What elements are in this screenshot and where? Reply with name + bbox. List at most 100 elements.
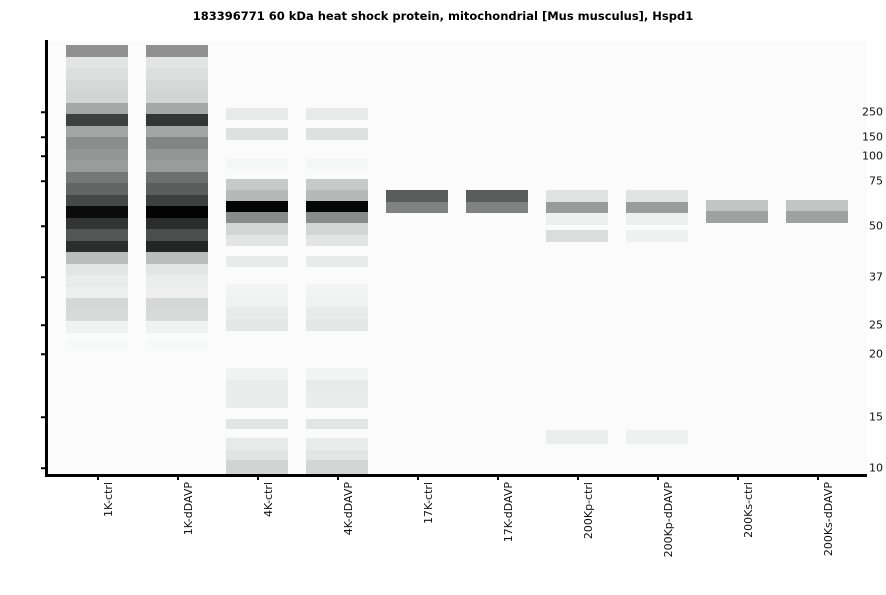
x-axis-line	[45, 474, 867, 477]
y-axis-tick-mark	[41, 324, 46, 326]
gel-band	[306, 307, 368, 319]
gel-band	[146, 298, 208, 310]
gel-band	[66, 45, 128, 57]
gel-band	[146, 229, 208, 241]
gel-band	[306, 419, 368, 429]
gel-band	[66, 57, 128, 68]
gel-band	[466, 190, 528, 202]
y-axis-tick-label: 150	[862, 130, 883, 144]
gel-band	[626, 230, 688, 242]
gel-band	[146, 287, 208, 298]
gel-lane	[706, 41, 768, 475]
gel-band	[226, 212, 288, 223]
gel-band	[66, 195, 128, 206]
gel-band	[306, 158, 368, 169]
gel-lane	[226, 41, 288, 475]
y-axis-tick-label: 75	[869, 174, 883, 188]
gel-band	[626, 202, 688, 213]
gel-band	[66, 275, 128, 287]
gel-band	[146, 103, 208, 114]
gel-band	[306, 256, 368, 267]
gel-band	[546, 430, 608, 444]
gel-band	[306, 460, 368, 474]
x-axis-tick-mark	[657, 475, 659, 480]
gel-band	[66, 298, 128, 310]
gel-band	[66, 160, 128, 172]
y-axis-tick-label: 15	[869, 410, 883, 424]
y-axis-tick-mark	[41, 276, 46, 278]
gel-band	[66, 68, 128, 80]
gel-band	[146, 45, 208, 57]
gel-band	[386, 190, 448, 202]
gel-band	[146, 252, 208, 264]
gel-band	[66, 252, 128, 264]
gel-band	[226, 296, 288, 307]
gel-band	[66, 340, 128, 350]
gel-band	[306, 380, 368, 392]
gel-lane	[306, 41, 368, 475]
gel-band	[226, 319, 288, 331]
gel-band	[306, 296, 368, 307]
gel-band	[146, 57, 208, 68]
gel-lane	[466, 41, 528, 475]
gel-band	[226, 223, 288, 235]
x-axis-tick-mark	[817, 475, 819, 480]
gel-band	[66, 206, 128, 218]
x-axis-tick-mark	[257, 475, 259, 480]
y-axis-tick-mark	[41, 225, 46, 227]
gel-lane	[66, 41, 128, 475]
gel-band	[546, 213, 608, 225]
y-axis-tick-mark	[41, 111, 46, 113]
gel-band	[66, 287, 128, 298]
gel-band	[66, 241, 128, 252]
gel-band	[306, 212, 368, 223]
gel-band	[66, 310, 128, 321]
gel-band	[706, 200, 768, 211]
gel-band	[66, 229, 128, 241]
gel-band	[66, 80, 128, 91]
gel-band	[786, 200, 848, 211]
gel-band	[306, 223, 368, 235]
gel-band	[66, 218, 128, 229]
gel-band	[306, 201, 368, 212]
gel-band	[146, 149, 208, 160]
gel-band	[226, 128, 288, 140]
gel-band	[306, 392, 368, 408]
gel-band	[306, 128, 368, 140]
y-axis-tick-label: 50	[869, 219, 883, 233]
x-axis-tick-mark	[737, 475, 739, 480]
gel-band	[386, 202, 448, 213]
gel-band	[146, 206, 208, 218]
y-axis-tick-label: 100	[862, 149, 883, 163]
gel-band	[66, 149, 128, 160]
y-axis-tick-mark	[41, 155, 46, 157]
gel-band	[546, 230, 608, 242]
gel-band	[226, 201, 288, 212]
gel-band	[226, 438, 288, 450]
gel-band	[626, 430, 688, 444]
gel-band	[226, 190, 288, 201]
x-axis-tick-label: 1K-ctrl	[102, 482, 115, 517]
gel-band	[66, 103, 128, 114]
gel-band	[226, 284, 288, 296]
gel-band	[226, 419, 288, 429]
gel-band	[226, 256, 288, 267]
gel-lane	[546, 41, 608, 475]
gel-band	[146, 80, 208, 91]
gel-band	[226, 235, 288, 246]
y-axis-tick-label: 20	[869, 347, 883, 361]
gel-band	[226, 158, 288, 169]
gel-band	[66, 91, 128, 103]
y-axis-tick-mark	[41, 467, 46, 469]
gel-band	[306, 190, 368, 201]
gel-band	[66, 183, 128, 195]
gel-band	[146, 183, 208, 195]
gel-band	[146, 241, 208, 252]
gel-band	[146, 340, 208, 350]
gel-band	[146, 321, 208, 333]
gel-band	[546, 190, 608, 202]
gel-band	[226, 460, 288, 474]
y-axis-tick-label: 37	[869, 270, 883, 284]
y-axis-tick-label: 10	[869, 461, 883, 475]
gel-band	[226, 368, 288, 380]
